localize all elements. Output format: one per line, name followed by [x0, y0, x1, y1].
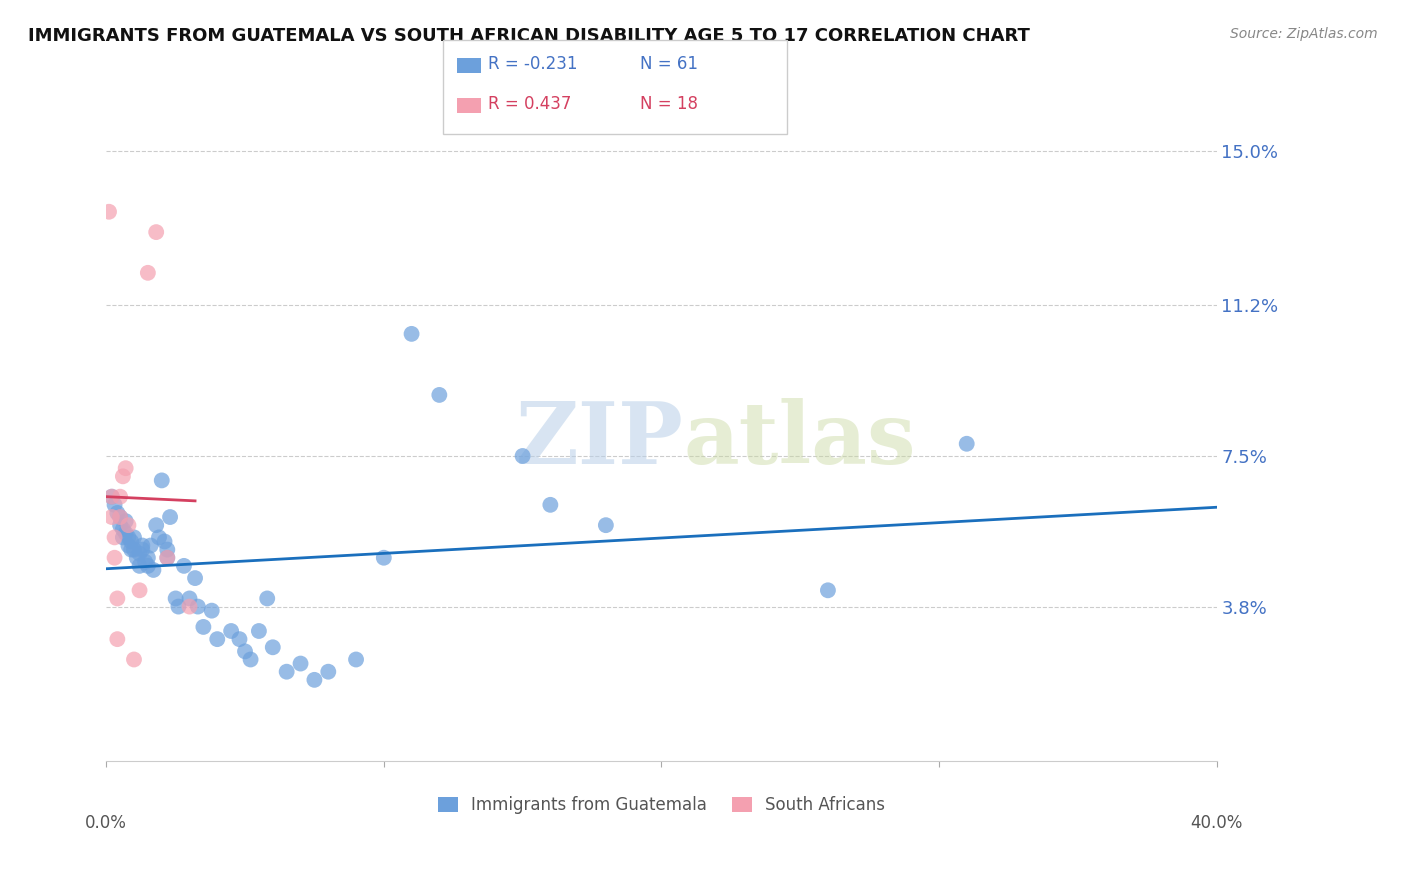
Point — [156, 550, 179, 565]
Point — [187, 599, 209, 614]
Point — [114, 514, 136, 528]
Point — [101, 490, 124, 504]
Point — [120, 542, 142, 557]
Point — [105, 591, 128, 606]
Text: atlas: atlas — [683, 398, 917, 482]
Point — [131, 539, 153, 553]
Point — [256, 591, 278, 606]
Point — [105, 632, 128, 647]
Point — [108, 518, 131, 533]
Point — [344, 652, 367, 666]
Point — [111, 522, 134, 536]
Point — [304, 673, 326, 687]
Point — [101, 490, 124, 504]
Point — [219, 624, 242, 638]
Point — [117, 530, 139, 544]
Point — [103, 498, 125, 512]
Point — [150, 474, 173, 488]
Point — [247, 624, 270, 638]
Point — [128, 547, 150, 561]
Point — [290, 657, 312, 671]
Point — [103, 550, 125, 565]
Point — [122, 530, 145, 544]
Point — [427, 388, 450, 402]
Point — [108, 510, 131, 524]
Point — [145, 518, 167, 533]
Point — [179, 591, 201, 606]
Point — [128, 583, 150, 598]
Point — [136, 550, 159, 565]
Point — [401, 326, 423, 341]
Point — [101, 510, 124, 524]
Point — [111, 469, 134, 483]
Point — [512, 449, 534, 463]
Point — [193, 620, 215, 634]
Text: 40.0%: 40.0% — [1191, 814, 1243, 832]
Point — [316, 665, 339, 679]
Point — [122, 542, 145, 557]
Point — [117, 539, 139, 553]
Point — [103, 530, 125, 544]
Text: R = -0.231: R = -0.231 — [488, 55, 578, 73]
Text: 0.0%: 0.0% — [86, 814, 127, 832]
Point — [228, 632, 250, 647]
Point — [184, 571, 207, 585]
Point — [117, 518, 139, 533]
Point — [179, 599, 201, 614]
Point — [153, 534, 176, 549]
Point — [125, 550, 148, 565]
Point — [122, 652, 145, 666]
Point — [128, 558, 150, 573]
Point — [156, 542, 179, 557]
Point — [105, 506, 128, 520]
Legend: Immigrants from Guatemala, South Africans: Immigrants from Guatemala, South African… — [437, 797, 886, 814]
Point — [276, 665, 298, 679]
Point — [159, 510, 181, 524]
Point — [538, 498, 561, 512]
Point — [136, 266, 159, 280]
Point — [136, 558, 159, 573]
Point — [817, 583, 839, 598]
Point — [165, 591, 187, 606]
Point — [142, 563, 165, 577]
Point — [111, 530, 134, 544]
Point — [373, 550, 395, 565]
Text: Source: ZipAtlas.com: Source: ZipAtlas.com — [1230, 27, 1378, 41]
Point — [956, 436, 979, 450]
Point — [201, 604, 224, 618]
Point — [207, 632, 229, 647]
Point — [145, 225, 167, 239]
Point — [595, 518, 617, 533]
Text: R = 0.437: R = 0.437 — [488, 95, 571, 113]
Text: N = 18: N = 18 — [640, 95, 697, 113]
Text: ZIP: ZIP — [516, 398, 683, 482]
Point — [167, 599, 190, 614]
Point — [233, 644, 256, 658]
Point — [120, 534, 142, 549]
Point — [134, 555, 156, 569]
Point — [131, 542, 153, 557]
Point — [262, 640, 284, 655]
Point — [108, 510, 131, 524]
Point — [139, 539, 162, 553]
Point — [108, 490, 131, 504]
Point — [239, 652, 262, 666]
Text: N = 61: N = 61 — [640, 55, 697, 73]
Point — [114, 461, 136, 475]
Point — [173, 558, 195, 573]
Point — [156, 550, 179, 565]
Point — [148, 530, 170, 544]
Text: IMMIGRANTS FROM GUATEMALA VS SOUTH AFRICAN DISABILITY AGE 5 TO 17 CORRELATION CH: IMMIGRANTS FROM GUATEMALA VS SOUTH AFRIC… — [28, 27, 1031, 45]
Point — [98, 204, 121, 219]
Point — [114, 526, 136, 541]
